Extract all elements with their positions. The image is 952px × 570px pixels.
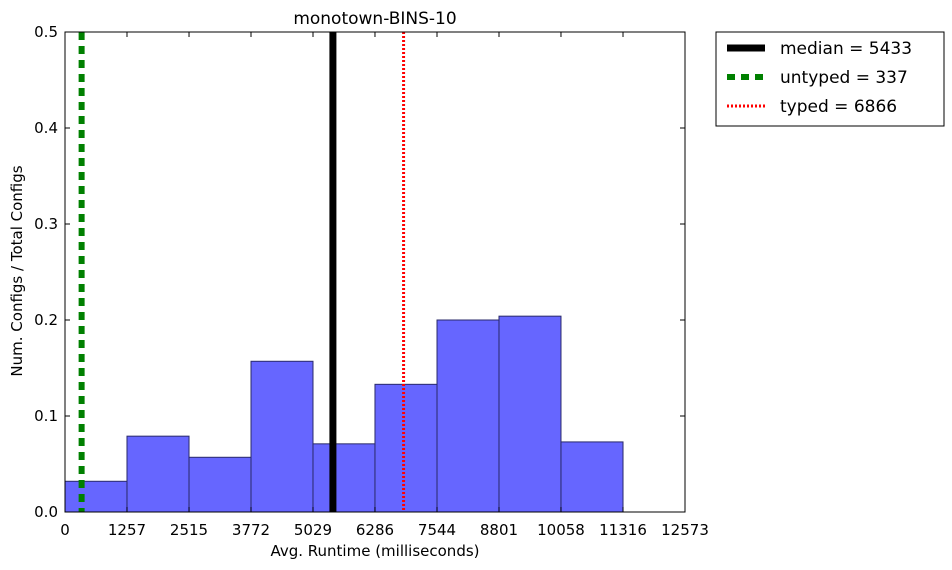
x-tick-label: 3772 — [232, 521, 270, 539]
histogram-bars — [64, 315, 624, 513]
x-tick-label: 2515 — [170, 521, 208, 539]
x-tick-label: 8801 — [480, 521, 518, 539]
x-axis-label: Avg. Runtime (milliseconds) — [270, 542, 479, 560]
y-axis-label: Num. Configs / Total Configs — [8, 165, 26, 376]
histogram-bar — [436, 319, 500, 513]
histogram-bar — [498, 315, 562, 513]
chart-title: monotown-BINS-10 — [293, 9, 456, 29]
histogram-bar — [64, 480, 128, 513]
legend-label: untyped = 337 — [780, 68, 908, 88]
histogram-bar — [188, 456, 252, 513]
reference-lines — [78, 32, 406, 512]
x-tick-label: 10058 — [537, 521, 585, 539]
histogram-bar — [312, 443, 376, 513]
x-tick-label: 11316 — [599, 521, 647, 539]
histogram-bar — [250, 360, 314, 513]
x-tick-label: 5029 — [294, 521, 332, 539]
y-tick-label: 0.3 — [34, 215, 58, 233]
y-tick-label: 0.0 — [34, 503, 58, 521]
x-axis-ticks: 0 1257 2515 3772 5029 6286 7544 8801 10058 11316 1… — [60, 32, 709, 539]
legend: median = 5433 untyped = 337 typed = 6866 — [715, 31, 945, 127]
legend-label: median = 5433 — [780, 39, 912, 59]
y-tick-label: 0.5 — [34, 23, 58, 41]
x-tick-label: 0 — [60, 521, 70, 539]
y-axis-ticks: 0.0 0.1 0.2 0.3 0.4 0.5 — [34, 23, 685, 521]
x-tick-label: 7544 — [418, 521, 456, 539]
histogram-bar — [560, 441, 624, 513]
y-tick-label: 0.1 — [34, 407, 58, 425]
histogram-bar — [126, 435, 190, 513]
x-tick-label: 1257 — [108, 521, 146, 539]
legend-label: typed = 6866 — [780, 97, 897, 117]
histogram-bar — [374, 383, 438, 513]
y-tick-label: 0.4 — [34, 119, 58, 137]
x-tick-label: 6286 — [356, 521, 394, 539]
y-tick-label: 0.2 — [34, 311, 58, 329]
x-tick-label: 12573 — [661, 521, 709, 539]
